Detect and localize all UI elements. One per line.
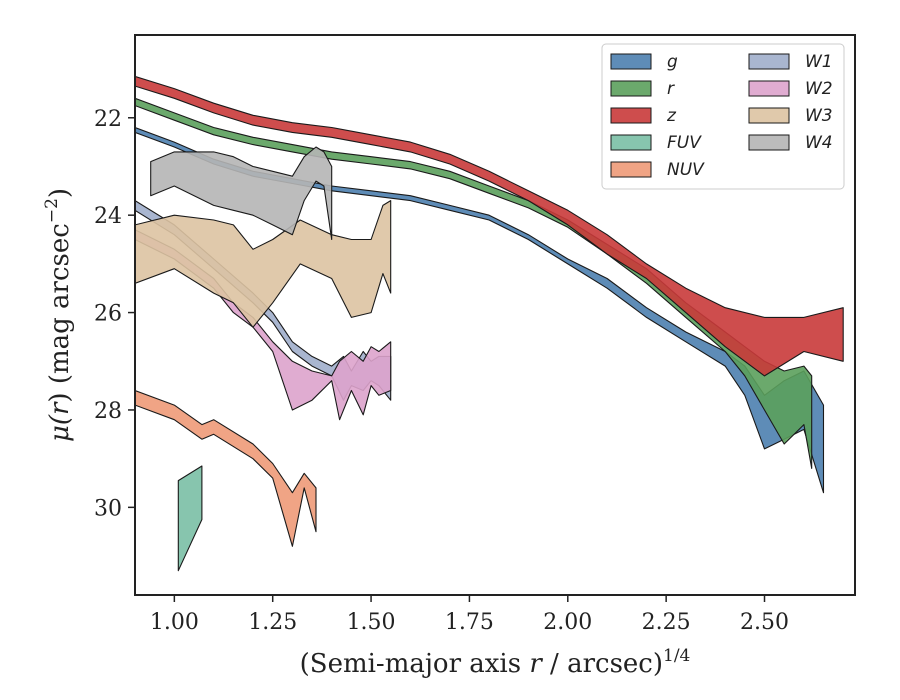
legend-swatch-r (610, 80, 652, 97)
band-w3 (135, 200, 392, 328)
band-r (135, 97, 813, 469)
x-tick-label: 1.25 (248, 610, 297, 635)
x-tick-label: 1.75 (445, 610, 494, 635)
y-tick-label: 24 (94, 204, 122, 229)
x-axis: 1.00 1.25 1.50 1.75 2.00 2.25 2.50 (150, 595, 789, 635)
legend-label-fuv: FUV (667, 133, 702, 153)
legend-swatch-z (610, 107, 652, 124)
y-tick-label: 26 (94, 302, 122, 327)
band-z (135, 75, 844, 377)
legend-label-w2: W2 (805, 79, 833, 99)
band-w4 (150, 146, 333, 241)
legend-swatch-nuv (610, 161, 652, 178)
legend-box (601, 43, 845, 190)
x-tick-label: 1.50 (347, 610, 396, 635)
band-nuv (135, 389, 317, 547)
series-bands (135, 75, 844, 572)
x-tick-label: 2.25 (642, 610, 691, 635)
legend-label-w1: W1 (805, 52, 833, 72)
x-tick-label: 2.50 (740, 610, 789, 635)
x-tick-label: 2.00 (543, 610, 592, 635)
legend-label-w4: W4 (805, 133, 833, 153)
y-axis: 22 24 26 28 30 (94, 107, 135, 521)
y-tick-label: 28 (94, 399, 122, 424)
band-g (135, 126, 825, 494)
band-fuv (177, 465, 203, 572)
y-tick-label: 22 (94, 107, 122, 132)
x-axis-title: (Semi-major axis r / arcsec)1/4 (300, 646, 691, 679)
legend-label-nuv: NUV (667, 160, 705, 180)
y-axis-title: μ(r) (mag arcsec−2) (42, 188, 75, 442)
legend-label-g: g (667, 52, 678, 72)
legend-label-r: r (667, 79, 675, 99)
y-tick-label: 30 (94, 496, 122, 521)
legend-swatch-fuv (610, 134, 652, 151)
plot-frame (134, 34, 856, 596)
legend-label-z: z (666, 106, 677, 126)
legend-swatch-w4 (748, 134, 790, 151)
legend-swatch-w2 (748, 80, 790, 97)
x-tick-label: 1.00 (150, 610, 199, 635)
legend: grz FUV NUV W1 W2 W3 W4 (601, 43, 845, 190)
legend-swatch-g (610, 53, 652, 70)
legend-swatch-w3 (748, 107, 790, 124)
legend-swatch-w1 (748, 53, 790, 70)
legend-label-w3: W3 (805, 106, 833, 126)
